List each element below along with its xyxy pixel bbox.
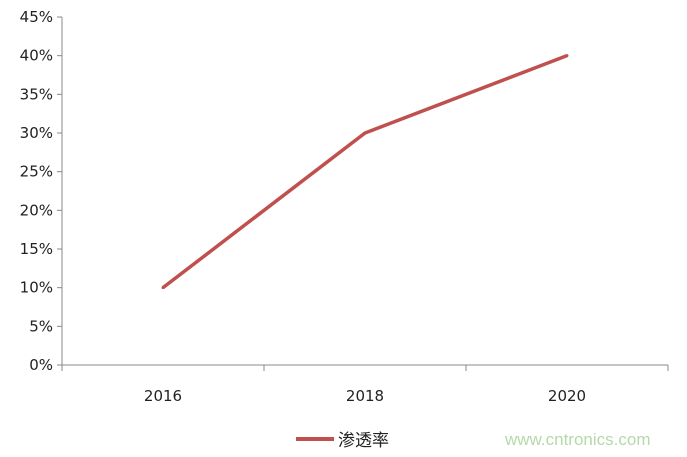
data-point [565,54,569,58]
data-point [363,131,367,135]
y-tick-label: 15% [20,240,53,258]
y-tick-label: 10% [20,279,53,297]
y-tick-label: 25% [20,163,53,181]
y-tick-label: 30% [20,124,53,142]
y-tick-label: 5% [29,317,53,335]
legend-label: 渗透率 [338,431,389,451]
series-line [161,54,568,290]
y-tick-label: 35% [20,85,53,103]
y-tick-label: 40% [20,47,53,65]
x-tick-label: 2018 [346,387,384,405]
legend: 渗透率 [296,426,389,451]
data-point [161,286,165,290]
watermark: www.cntronics.com [505,430,651,449]
legend-swatch [296,436,334,441]
x-tick-label: 2020 [548,387,586,405]
y-tick-label: 20% [20,201,53,219]
x-tick-label: 2016 [144,387,182,405]
y-tick-label: 0% [29,356,53,374]
y-tick-label: 45% [20,8,53,26]
